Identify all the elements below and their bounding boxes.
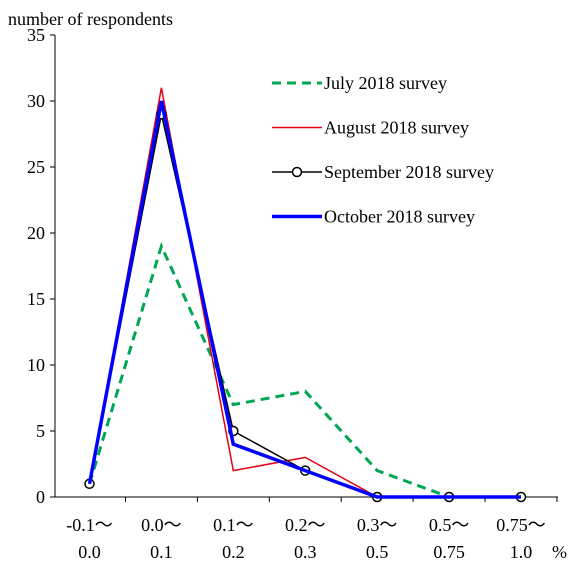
- legend-marker: [291, 166, 303, 178]
- y-axis-title: number of respondents: [8, 9, 173, 29]
- series-line-4: [87, 100, 521, 499]
- x-tick-label-bottom: 0.2: [222, 542, 245, 562]
- y-tick-label: 5: [36, 421, 45, 441]
- legend-label: July 2018 survey: [324, 73, 447, 93]
- y-tick-label: 35: [27, 25, 45, 45]
- legend-label: September 2018 survey: [324, 162, 494, 182]
- y-tick-label: 15: [27, 289, 45, 309]
- x-tick-label-bottom: 1.0: [510, 542, 533, 562]
- x-tick-label-bottom: 0.0: [78, 542, 101, 562]
- x-tick-label-bottom: 0.75: [433, 542, 465, 562]
- x-tick-label-top: 0.1〜: [213, 515, 254, 535]
- y-tick-label: 25: [27, 157, 45, 177]
- legend-label: October 2018 survey: [324, 207, 475, 227]
- x-axis-unit: %: [552, 542, 567, 562]
- x-tick-label-top: 0.3〜: [357, 515, 398, 535]
- x-tick-label-bottom: 0.3: [294, 542, 317, 562]
- x-tick-label-bottom: 0.1: [150, 542, 173, 562]
- x-tick-label-top: 0.5〜: [429, 515, 470, 535]
- y-tick-label: 20: [27, 223, 45, 243]
- y-tick-label: 10: [27, 355, 45, 375]
- legend-label: August 2018 survey: [324, 118, 469, 138]
- x-tick-label-bottom: 0.5: [366, 542, 389, 562]
- x-tick-label-top: -0.1〜: [66, 515, 113, 535]
- y-tick-label: 0: [36, 487, 45, 507]
- x-tick-label-top: 0.0〜: [141, 515, 182, 535]
- x-tick-label-top: 0.2〜: [285, 515, 326, 535]
- series-line-1: [88, 241, 521, 499]
- x-tick-label-top: 0.75〜: [496, 515, 546, 535]
- y-tick-label: 30: [27, 91, 45, 111]
